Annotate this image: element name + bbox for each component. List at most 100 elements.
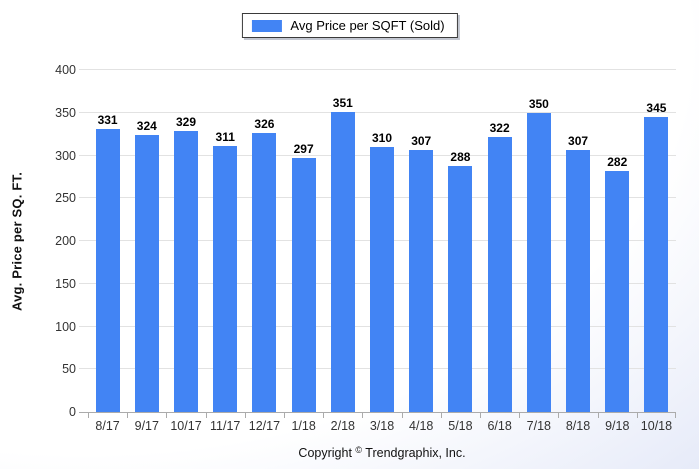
x-axis-tick-label: 10/18 (640, 419, 673, 433)
bar-column: 310 (362, 70, 401, 412)
x-axis-tick (323, 413, 325, 418)
x-axis-labels: 8/17 9/17 10/17 11/17 12/17 1/18 2/18 3/18 4/18 5… (88, 419, 676, 433)
bar-value-label: 307 (411, 133, 432, 148)
y-axis-tick-label: 0 (69, 405, 76, 419)
bar (213, 146, 238, 412)
bar (370, 146, 395, 412)
bar-column: 326 (245, 70, 284, 412)
x-axis-tick (558, 413, 560, 418)
y-axis-tick-label: 300 (55, 148, 76, 163)
copyright-symbol-icon: © (355, 445, 363, 455)
bar-column: 331 (88, 70, 127, 412)
bar (291, 158, 316, 412)
x-axis-tick-label: 12/17 (248, 419, 281, 433)
plot-area: 331 324 329 311 326 297 351 310 307 288 322 350 307 2… (79, 69, 676, 418)
bars: 331 324 329 311 326 297 351 310 307 288 322 350 307 2… (88, 70, 676, 412)
bar-column: 311 (206, 70, 245, 412)
bar-column: 329 (166, 70, 205, 412)
x-axis-tick-label: 9/18 (605, 419, 630, 433)
bar (95, 129, 120, 412)
gridline (79, 111, 676, 113)
y-axis-tick-label: 400 (55, 63, 76, 77)
bar-column: 345 (637, 70, 676, 412)
bar-value-label: 324 (136, 118, 157, 133)
x-axis-tick-label: 9/17 (134, 419, 159, 433)
x-axis-tick (597, 413, 599, 418)
y-axis-labels: 0 50 100 150 200 250 300 350 400 (0, 63, 76, 419)
x-axis-tick (205, 413, 207, 418)
x-axis-tick (166, 413, 168, 418)
bar (448, 165, 473, 412)
x-axis-tick (479, 413, 481, 418)
bar-column: 297 (284, 70, 323, 412)
y-axis-tick-label: 100 (55, 319, 76, 334)
bar-value-label: 331 (97, 113, 118, 127)
legend-swatch-icon (251, 19, 282, 32)
bar (409, 149, 434, 412)
bar-column: 307 (558, 70, 597, 412)
y-axis-tick-label: 350 (55, 105, 76, 120)
copyright-text: Copyright © Trendgraphix, Inc. (88, 445, 676, 460)
bar (605, 170, 630, 412)
bar-column: 282 (598, 70, 637, 412)
x-axis-tick (88, 413, 89, 418)
x-axis-tick (636, 413, 638, 418)
x-axis-tick (283, 413, 285, 418)
bar-value-label: 297 (293, 142, 314, 157)
y-axis-tick-label: 150 (55, 276, 76, 291)
bar-value-label: 329 (175, 114, 197, 129)
x-axis-tick-label: 10/17 (170, 419, 202, 433)
bar-value-label: 351 (332, 95, 353, 110)
x-axis-tick-label: 7/18 (526, 419, 551, 433)
x-axis-tick (519, 413, 521, 418)
x-axis-tick-label: 6/18 (487, 419, 512, 433)
legend-box: Avg Price per SQFT (Sold) (241, 13, 458, 38)
bar (487, 136, 512, 412)
x-axis-tick (440, 413, 442, 418)
y-axis-tick-label: 250 (55, 191, 76, 206)
x-axis-tick-label: 5/18 (448, 419, 473, 433)
bar-column: 350 (519, 70, 558, 412)
x-axis-ticks (88, 70, 676, 418)
bar-value-label: 311 (215, 130, 235, 145)
bar (526, 112, 551, 412)
bar-value-label: 307 (568, 133, 589, 148)
bar-column: 324 (127, 70, 166, 412)
x-axis-tick-label: 2/18 (330, 419, 355, 433)
x-axis-tick (127, 413, 129, 418)
x-axis-tick (362, 413, 364, 418)
legend-label: Avg Price per SQFT (Sold) (290, 18, 445, 33)
bar-column: 288 (441, 70, 480, 412)
bar (252, 133, 277, 412)
gridline (79, 69, 676, 70)
bar-column: 351 (323, 70, 362, 412)
y-axis-tick-label: 200 (55, 234, 76, 248)
bar-value-label: 282 (607, 154, 628, 169)
bar-column: 307 (402, 70, 441, 412)
x-axis-tick (244, 413, 246, 418)
x-axis-tick-label: 11/17 (210, 419, 241, 433)
bar (566, 149, 591, 412)
bar-value-label: 310 (372, 130, 393, 145)
bar-value-label: 345 (646, 101, 667, 116)
y-axis-tick-label: 50 (62, 362, 76, 377)
bar (134, 134, 159, 412)
x-axis-tick-label: 4/18 (409, 419, 434, 433)
bar (174, 130, 198, 412)
x-axis-tick (401, 413, 403, 418)
bar-value-label: 350 (528, 96, 549, 111)
x-axis-line (79, 412, 676, 413)
bar-value-label: 326 (254, 117, 275, 132)
bar-value-label: 322 (489, 120, 510, 135)
bar (330, 111, 355, 412)
bar-value-label: 288 (450, 149, 471, 164)
x-axis-tick (675, 413, 676, 418)
x-axis-tick-label: 8/18 (565, 419, 591, 433)
copyright-company: Trendgraphix, Inc. (365, 446, 466, 460)
x-axis-tick-label: 3/18 (369, 419, 395, 433)
x-axis-tick-label: 8/17 (95, 419, 120, 433)
x-axis-tick-label: 1/18 (291, 419, 316, 433)
bar-column: 322 (480, 70, 519, 412)
bar (644, 117, 669, 412)
